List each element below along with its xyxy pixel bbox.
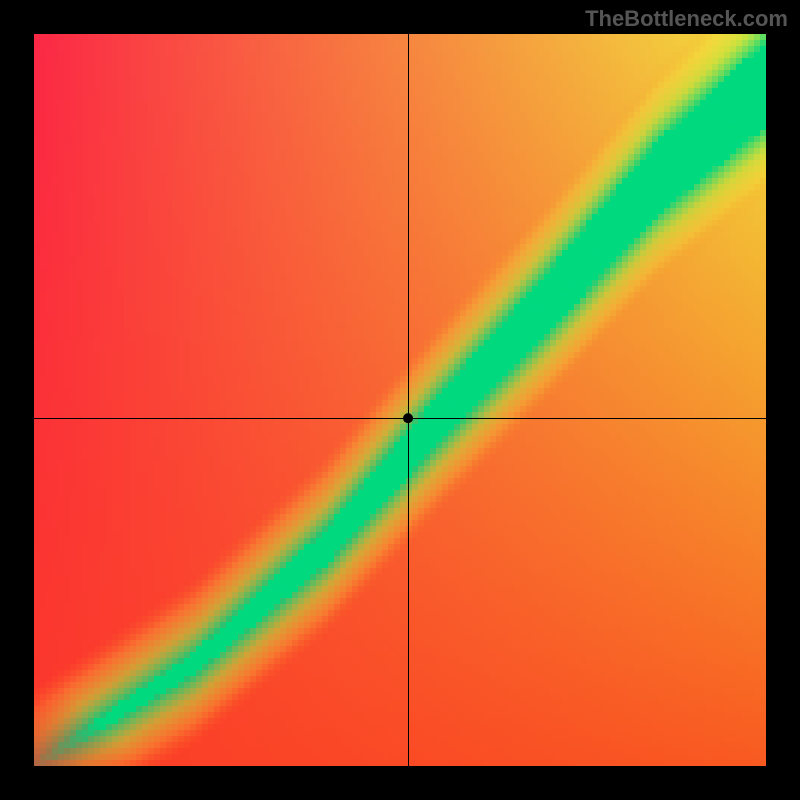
watermark-label: TheBottleneck.com [585, 6, 788, 32]
bottleneck-heatmap-canvas [0, 0, 800, 800]
